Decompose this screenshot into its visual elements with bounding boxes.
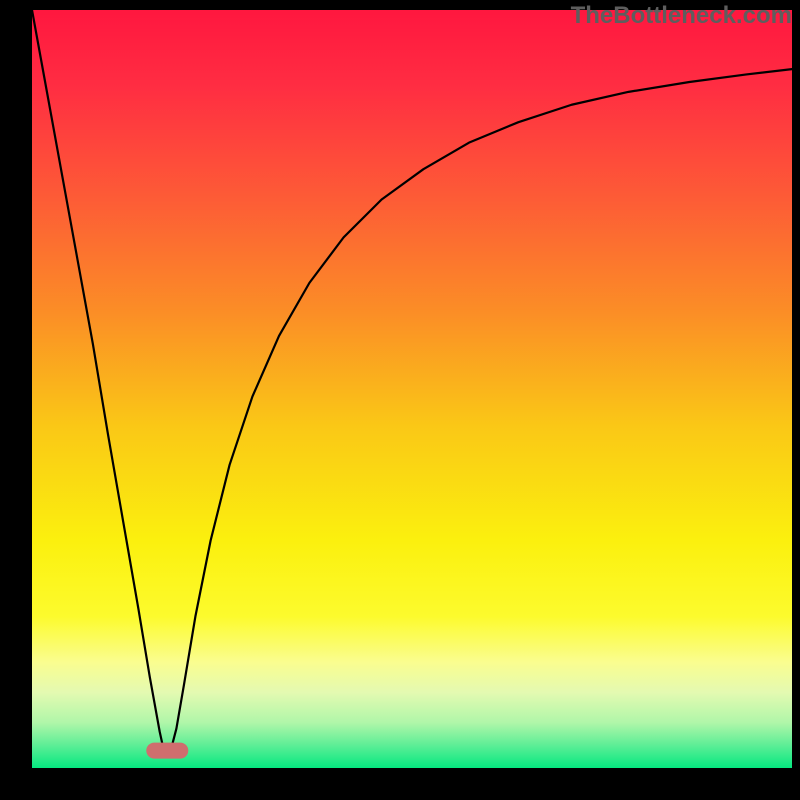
bottleneck-chart [32,10,792,768]
optimal-marker [146,743,188,759]
chart-svg [32,10,792,768]
watermark-text: TheBottleneck.com [571,2,792,30]
